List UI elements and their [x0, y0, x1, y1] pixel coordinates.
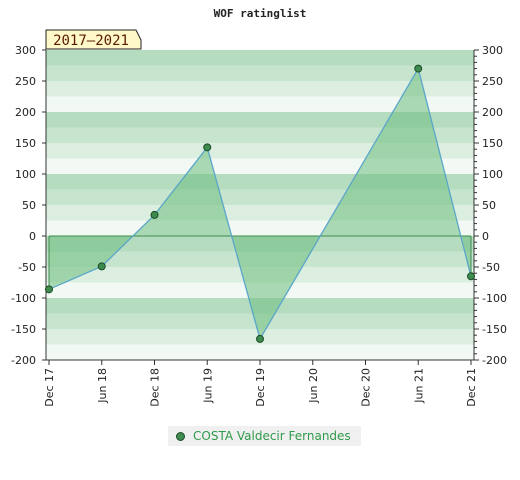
- legend-marker-icon: [176, 431, 185, 441]
- y-tick-label-right: -100: [482, 292, 507, 305]
- y-tick-label-left: 200: [15, 106, 36, 119]
- data-point: [97, 262, 106, 271]
- period-badge-text: 2017–2021: [53, 33, 129, 49]
- band-0: [46, 50, 474, 66]
- y-tick-label-left: -150: [11, 323, 36, 336]
- data-point: [256, 334, 264, 343]
- x-tick-label: Dec 21: [465, 368, 478, 407]
- y-tick-label-left: 0: [29, 230, 36, 243]
- legend-label: COSTA Valdecir Fernandes: [193, 429, 351, 443]
- band-2: [46, 81, 474, 97]
- band-4: [46, 112, 474, 128]
- y-tick-label-right: 50: [482, 199, 496, 212]
- data-point: [45, 285, 53, 294]
- legend: COSTA Valdecir Fernandes: [168, 426, 361, 446]
- y-tick-label-right: 0: [482, 230, 489, 243]
- y-tick-label-left: 50: [22, 199, 36, 212]
- y-tick-label-right: -150: [482, 323, 507, 336]
- y-tick-label-left: 300: [15, 44, 36, 57]
- y-tick-label-left: 100: [15, 168, 36, 181]
- period-badge: 2017–2021: [45, 29, 142, 50]
- area-fill: [49, 68, 471, 339]
- y-tick-label-right: 100: [482, 168, 503, 181]
- y-tick-label-right: -50: [482, 261, 500, 274]
- y-tick-label-right: 200: [482, 106, 503, 119]
- band-1: [46, 65, 474, 81]
- band-3: [46, 96, 474, 112]
- chart-title: WOF ratinglist: [214, 7, 307, 20]
- y-tick-label-right: 300: [482, 44, 503, 57]
- y-tick-label-right: -200: [482, 354, 507, 367]
- band-19: [46, 344, 474, 360]
- y-tick-label-left: 250: [15, 75, 36, 88]
- x-tick-label: Dec 19: [254, 368, 267, 407]
- y-tick-label-right: 250: [482, 75, 503, 88]
- x-tick-label: Jun 20: [307, 368, 320, 404]
- data-point: [414, 64, 423, 73]
- x-tick-label: Jun 19: [201, 368, 214, 404]
- x-tick-label: Jun 18: [96, 368, 109, 404]
- data-point: [203, 143, 212, 152]
- y-tick-label-right: 150: [482, 137, 503, 150]
- data-point: [467, 272, 475, 281]
- x-tick-label: Dec 20: [360, 368, 373, 407]
- y-tick-label-left: -100: [11, 292, 36, 305]
- y-tick-label-left: -50: [18, 261, 36, 274]
- y-tick-label-left: -200: [11, 354, 36, 367]
- axes: 300 300 250 250 200 200 150 150 100 100 50 50 0 0 -50 -…: [11, 44, 507, 407]
- data-point: [150, 210, 159, 219]
- x-tick-label: Jun 21: [412, 368, 425, 404]
- y-tick-label-left: 150: [15, 137, 36, 150]
- band-5: [46, 127, 474, 143]
- x-tick-label: Dec 18: [149, 368, 162, 407]
- data-markers: [45, 64, 475, 343]
- band-6: [46, 143, 474, 159]
- x-tick-label: Dec 17: [43, 368, 56, 407]
